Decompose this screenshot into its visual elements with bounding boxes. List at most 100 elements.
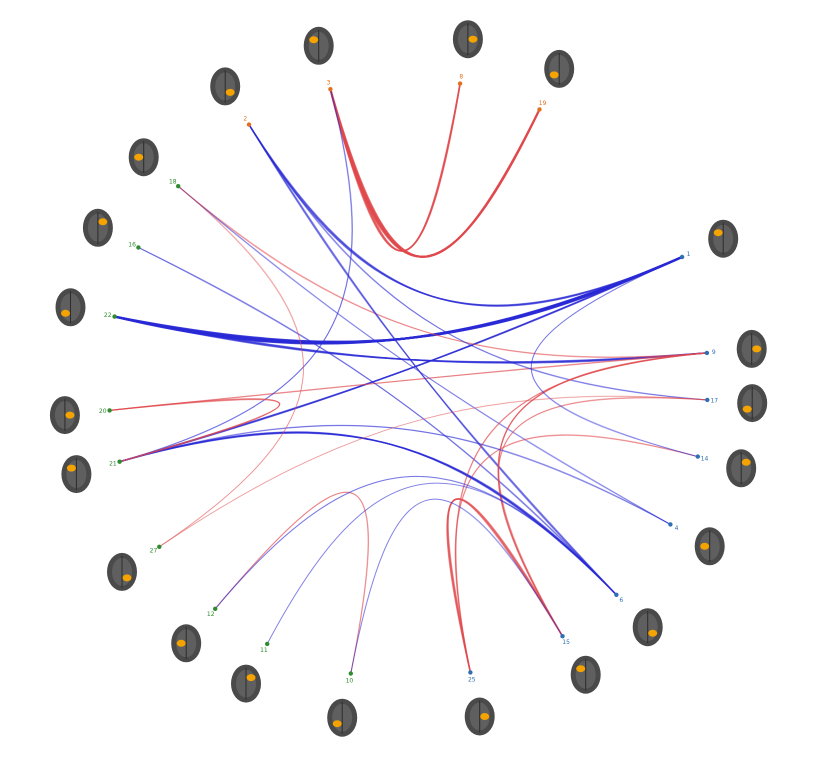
- node-n18[interactable]: [246, 122, 252, 127]
- node-n3[interactable]: [705, 397, 710, 403]
- edge-n19-n21: [329, 88, 541, 258]
- node-n6[interactable]: [614, 592, 619, 597]
- edge-n15-n1: [114, 256, 683, 343]
- edge-n13-n14: [109, 398, 281, 463]
- node-label-n1: 1: [687, 251, 691, 258]
- brain-map-icon: [210, 67, 241, 106]
- edge-n14-n2: [109, 352, 707, 411]
- edge-n4-n1: [530, 256, 698, 458]
- brain-map-icon: [694, 527, 725, 566]
- edge-n2-n7: [497, 352, 707, 637]
- brain-thumbnails-layer: [49, 20, 768, 737]
- node-n16[interactable]: [136, 245, 141, 250]
- edge-n15-n2: [114, 315, 707, 363]
- brain-map-icon: [49, 396, 80, 435]
- node-n19[interactable]: [328, 87, 333, 92]
- node-label-n15: 22: [104, 312, 112, 319]
- node-n4[interactable]: [695, 454, 700, 459]
- node-label-n13: 21: [109, 461, 117, 468]
- node-n12[interactable]: [157, 544, 162, 549]
- brain-map-icon: [327, 698, 358, 737]
- edge-n4-n8: [454, 434, 698, 673]
- edge-n6-n13: [119, 432, 617, 596]
- edge-n16-n6: [138, 246, 617, 596]
- edge-n16-n6: [138, 246, 617, 596]
- node-n7[interactable]: [560, 634, 565, 639]
- edge-n19-n21: [329, 88, 541, 258]
- edge-n18-n1: [248, 124, 683, 307]
- edge-n17-n5: [177, 185, 671, 525]
- node-n11[interactable]: [213, 606, 218, 611]
- node-label-n21: 19: [539, 100, 547, 107]
- node-label-n2: 9: [712, 349, 716, 356]
- edge-n11-n9: [214, 491, 369, 674]
- brain-map-icon: [55, 288, 86, 327]
- node-n15[interactable]: [112, 314, 117, 319]
- node-n21[interactable]: [537, 107, 542, 112]
- edge-n15-n2: [114, 315, 707, 364]
- brain-map-icon: [737, 384, 768, 423]
- edge-n17-n5: [177, 185, 671, 525]
- node-n10[interactable]: [265, 641, 270, 647]
- node-label-n19: 3: [327, 80, 331, 87]
- brain-map-icon: [61, 455, 92, 494]
- edge-n5-n13: [119, 424, 671, 525]
- edge-n18-n6: [248, 124, 617, 596]
- edge-n18-n6: [248, 124, 617, 596]
- node-n13[interactable]: [117, 459, 122, 464]
- edge-n12-n17: [159, 185, 304, 548]
- edge-n19-n21: [329, 88, 541, 258]
- edge-n10-n6: [266, 482, 617, 645]
- node-label-n4: 14: [701, 456, 709, 463]
- edge-n2-n7: [497, 352, 707, 637]
- brain-map-icon: [726, 449, 757, 488]
- edge-n11-n9: [214, 491, 370, 674]
- brain-map-icon: [303, 26, 334, 65]
- node-n17[interactable]: [176, 184, 181, 189]
- edge-n2-n8: [455, 352, 707, 673]
- edge-n8-n7: [447, 498, 564, 673]
- node-n8[interactable]: [468, 670, 473, 675]
- edge-n18-n3: [248, 124, 708, 401]
- node-label-n6: 6: [619, 597, 623, 604]
- edge-n2-n7: [498, 352, 707, 637]
- edge-n9-n7: [350, 498, 563, 674]
- node-n1[interactable]: [679, 254, 685, 260]
- node-label-n16: 16: [128, 241, 136, 248]
- node-label-n5: 4: [675, 525, 679, 532]
- node-n20[interactable]: [457, 81, 463, 86]
- edge-n19-n20: [329, 83, 461, 252]
- node-label-n12: 27: [150, 548, 158, 555]
- node-label-n3: 17: [710, 397, 718, 404]
- edge-n3-n7: [498, 397, 708, 637]
- edge-n12-n17: [159, 185, 304, 548]
- brain-map-icon: [570, 655, 601, 694]
- edge-n19-n13: [119, 89, 353, 463]
- brain-map-icon: [464, 697, 495, 736]
- brain-map-icon: [452, 20, 483, 59]
- edge-n17-n2: [177, 185, 707, 358]
- brain-map-icon: [736, 329, 767, 368]
- edge-n13-n1: [119, 256, 683, 463]
- node-n9[interactable]: [348, 671, 353, 676]
- edge-n19-n20: [329, 83, 461, 252]
- edge-n4-n1: [530, 256, 698, 458]
- edge-n18-n3: [248, 124, 708, 401]
- node-n2[interactable]: [704, 350, 710, 356]
- node-n14[interactable]: [107, 408, 112, 413]
- brain-map-icon: [82, 208, 113, 247]
- edge-n4-n8: [455, 434, 698, 673]
- brain-map-icon: [632, 608, 663, 647]
- edge-n19-n21: [329, 88, 541, 258]
- brain-map-icon: [231, 664, 261, 703]
- node-label-n20: 8: [459, 74, 463, 81]
- node-n5[interactable]: [668, 522, 673, 527]
- node-label-n14: 20: [99, 408, 107, 415]
- edge-n13-n14: [109, 398, 281, 463]
- edge-n11-n6: [214, 476, 617, 610]
- edge-n12-n3: [159, 396, 708, 548]
- edge-n9-n7: [350, 498, 563, 674]
- brain-map-icon: [708, 219, 739, 258]
